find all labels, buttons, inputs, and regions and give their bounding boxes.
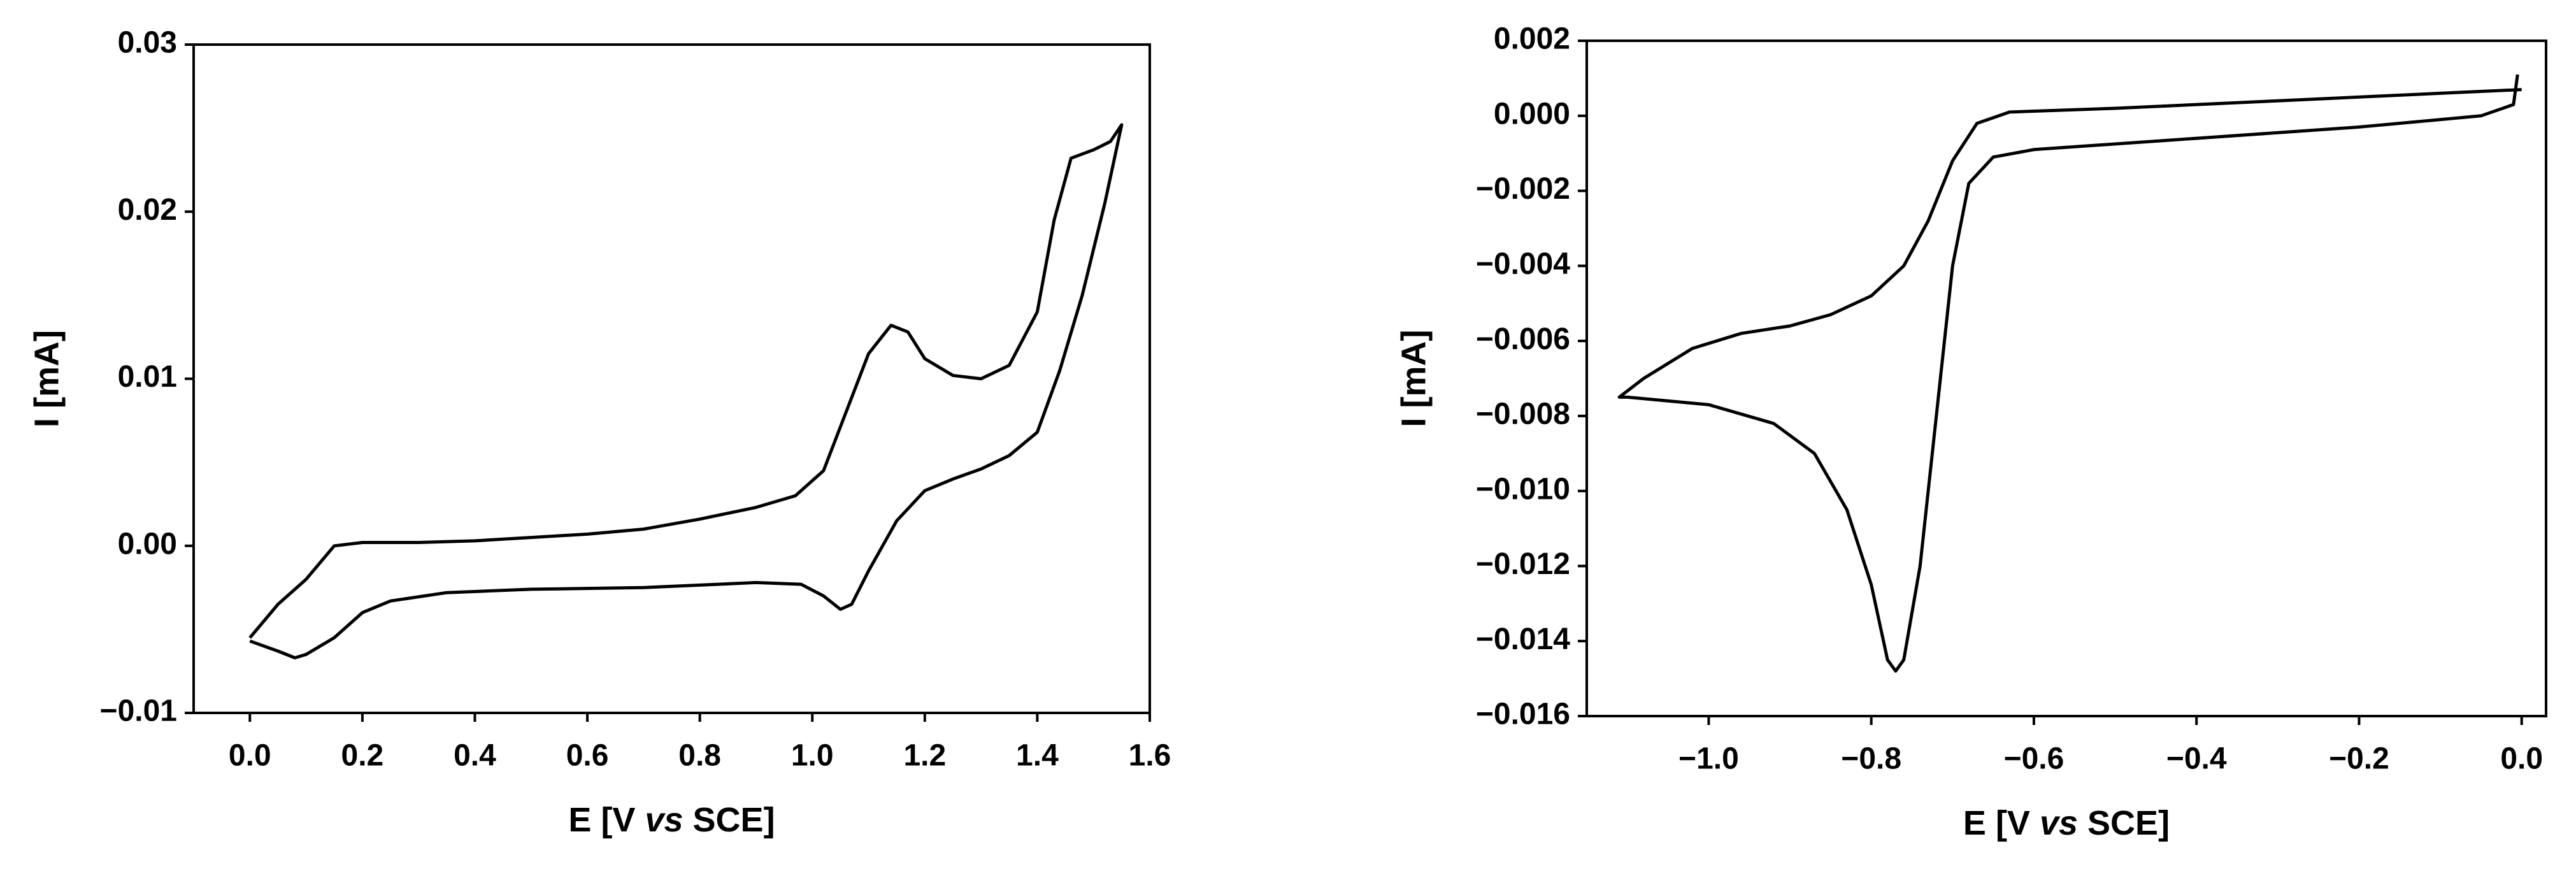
y-axis-label: I [mA] (1394, 330, 1433, 427)
x-tick-label: 0.0 (2500, 742, 2543, 776)
x-tick-label: 0.6 (566, 739, 609, 773)
x-tick-label: −0.6 (2004, 742, 2064, 776)
x-tick-label: 0.4 (454, 739, 496, 773)
x-tick-label: 0.8 (678, 739, 721, 773)
y-tick-label: −0.008 (1476, 398, 1570, 431)
x-axis-label: E [V vs SCE] (1963, 804, 2170, 842)
y-tick-label: 0.02 (118, 193, 177, 227)
x-axis-label-part: vs (2040, 804, 2078, 842)
x-axis-label-part: SCE] (683, 801, 775, 839)
x-tick-label: 0.0 (229, 739, 271, 773)
y-tick-label: −0.010 (1476, 472, 1570, 506)
x-tick-label: 1.4 (1016, 739, 1059, 773)
x-tick-label: 1.6 (1129, 739, 1171, 773)
cv-curve (248, 123, 1124, 659)
y-tick-label: −0.012 (1476, 547, 1570, 581)
y-tick-label: −0.002 (1476, 172, 1570, 206)
x-axis-label-part: E [V (568, 801, 645, 839)
y-axis-label: I [mA] (27, 330, 66, 427)
cv-curve (1617, 74, 2522, 673)
y-tick-label: −0.01 (100, 694, 177, 728)
x-axis-label-part: vs (645, 801, 683, 839)
x-axis-label-part: SCE] (2078, 804, 2170, 842)
y-tick-label: −0.004 (1476, 247, 1570, 281)
y-tick-label: −0.006 (1476, 322, 1570, 356)
x-axis-label: E [V vs SCE] (568, 801, 775, 839)
y-tick-label: 0.03 (118, 26, 177, 60)
y-tick-label: −0.016 (1476, 698, 1570, 731)
y-tick-label: 0.01 (118, 360, 177, 394)
x-tick-label: −0.4 (2166, 742, 2227, 776)
x-tick-label: −1.0 (1678, 742, 1739, 776)
y-tick-label: 0.002 (1494, 22, 1570, 56)
x-axis-label-part: E [V (1963, 804, 2040, 842)
plot-frame (192, 43, 1151, 714)
x-tick-label: −0.2 (2329, 742, 2389, 776)
plot-frame (1585, 40, 2547, 717)
y-tick-label: 0.000 (1494, 97, 1570, 131)
x-tick-label: 1.0 (791, 739, 834, 773)
y-tick-label: 0.00 (118, 527, 177, 561)
x-tick-label: 1.2 (903, 739, 946, 773)
x-tick-label: −0.8 (1841, 742, 1901, 776)
x-tick-label: 0.2 (341, 739, 384, 773)
y-tick-label: −0.014 (1476, 622, 1570, 656)
